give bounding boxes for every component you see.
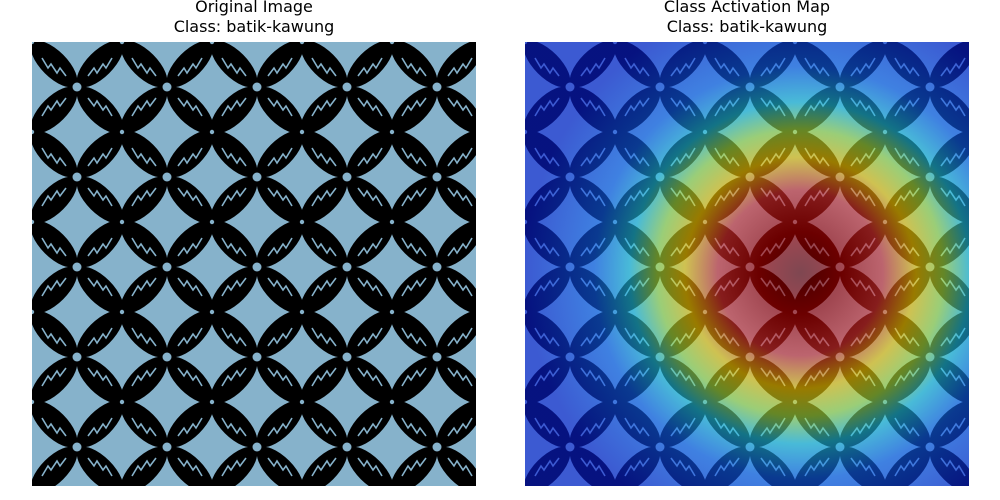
cam-title: Class Activation Map Class: batik-kawung [525,0,969,37]
cam-heading: Class Activation Map [663,0,831,16]
original-image-class-label: Class: batik-kawung [173,17,335,36]
batik-kawung-pattern [32,42,476,486]
activation-heatmap-overlay [525,42,969,486]
cam-class-label: Class: batik-kawung [666,17,828,36]
original-image-title: Original Image Class: batik-kawung [32,0,476,37]
original-image [32,42,476,486]
original-image-heading: Original Image [195,0,313,16]
class-activation-map [525,42,969,486]
